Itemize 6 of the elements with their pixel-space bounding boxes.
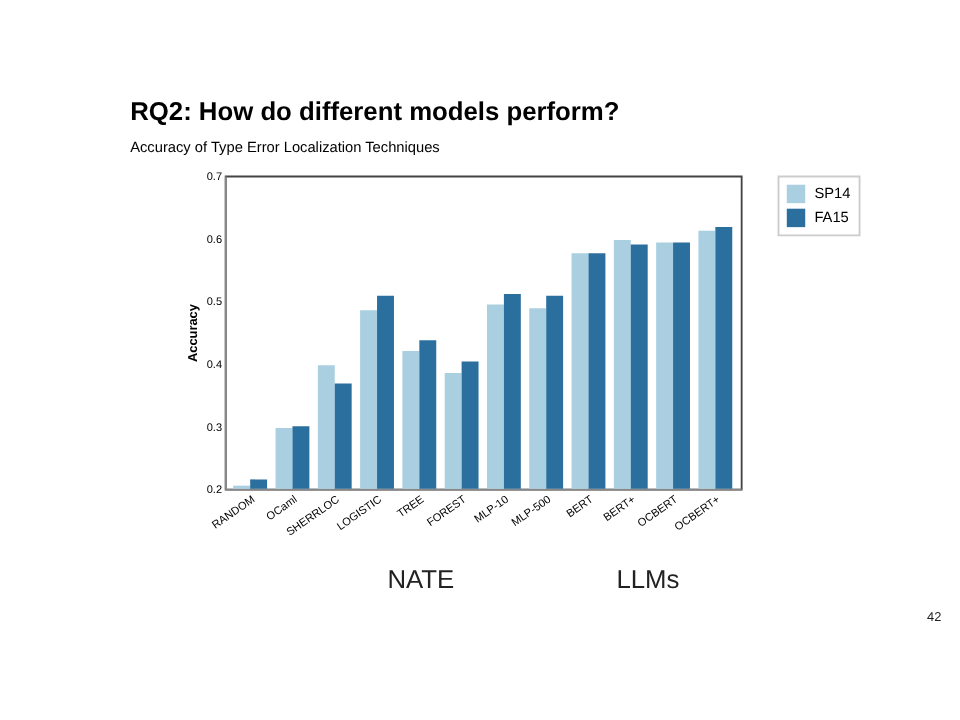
text: LLMs [616,564,680,595]
legend-label: FA15 [814,207,849,226]
text: NATE [387,564,456,595]
chart-title: RQ2: How do different models perform? [130,96,620,127]
chart-subtitle: Accuracy of Type Error Localization Techniques [130,137,441,156]
legend-label: SP14 [814,183,851,202]
